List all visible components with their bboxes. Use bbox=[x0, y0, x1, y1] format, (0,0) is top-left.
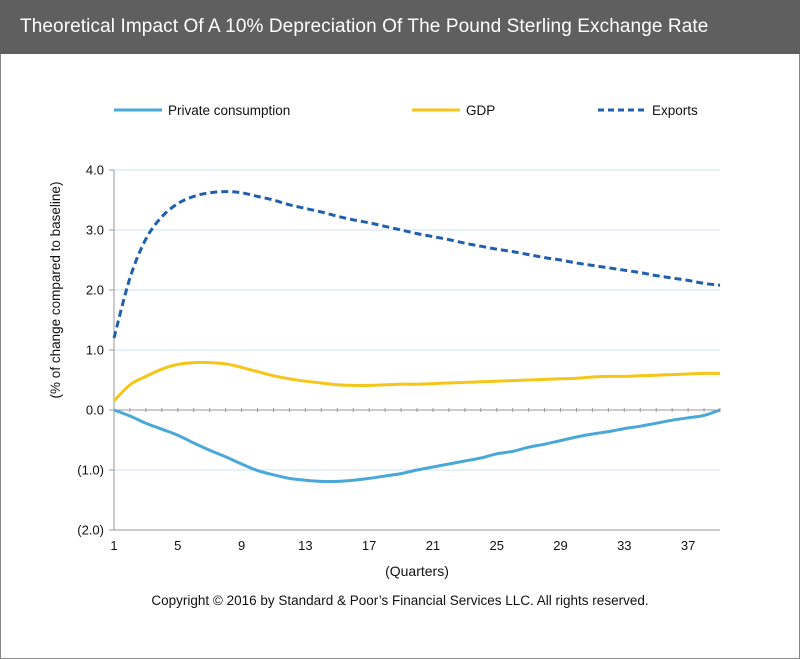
x-tick-label: 17 bbox=[362, 538, 376, 553]
x-tick-label: 9 bbox=[238, 538, 245, 553]
x-tick-label: 13 bbox=[298, 538, 312, 553]
y-tick-label: (1.0) bbox=[77, 463, 104, 478]
axes: (2.0) (1.0) 0.0 1.0 2.0 3.0 4.0 1 5 9 13 17 21 25 29 33… bbox=[77, 163, 721, 553]
x-tick-label: 1 bbox=[110, 538, 117, 553]
chart-title: Theoretical Impact Of A 10% Depreciation… bbox=[0, 0, 800, 54]
y-tick-label: 4.0 bbox=[86, 163, 104, 178]
y-axis-label: (% of change compared to baseline) bbox=[48, 182, 63, 399]
series-line-private-consumption bbox=[113, 408, 721, 484]
series-line-gdp bbox=[112, 360, 721, 403]
x-tick-label: 25 bbox=[490, 538, 504, 553]
x-tick-label: 37 bbox=[681, 538, 695, 553]
x-tick-label: 21 bbox=[426, 538, 440, 553]
axis-labels: (% of change compared to baseline) (Quar… bbox=[48, 182, 449, 579]
y-tick-label: 0.0 bbox=[86, 403, 104, 418]
line-chart: (2.0) (1.0) 0.0 1.0 2.0 3.0 4.0 1 5 9 13 17 21 25 29 33… bbox=[48, 103, 721, 579]
series-line-exports bbox=[112, 190, 721, 339]
legend: Private consumption GDP Exports bbox=[114, 103, 698, 118]
grid-lines bbox=[114, 169, 720, 531]
x-tick-label: 29 bbox=[553, 538, 567, 553]
y-tick-label: 2.0 bbox=[86, 283, 104, 298]
x-axis-label: (Quarters) bbox=[385, 563, 449, 579]
x-tick-label: 5 bbox=[174, 538, 181, 553]
legend-label: GDP bbox=[466, 103, 495, 118]
legend-label: Private consumption bbox=[168, 103, 290, 118]
y-tick-label: 3.0 bbox=[86, 223, 104, 238]
y-tick-label: 1.0 bbox=[86, 343, 104, 358]
series-lines bbox=[112, 190, 721, 484]
copyright-notice: Copyright © 2016 by Standard & Poor’s Fi… bbox=[151, 593, 649, 608]
legend-label: Exports bbox=[652, 103, 698, 118]
y-tick-label: (2.0) bbox=[77, 523, 104, 538]
x-tick-label: 33 bbox=[617, 538, 631, 553]
